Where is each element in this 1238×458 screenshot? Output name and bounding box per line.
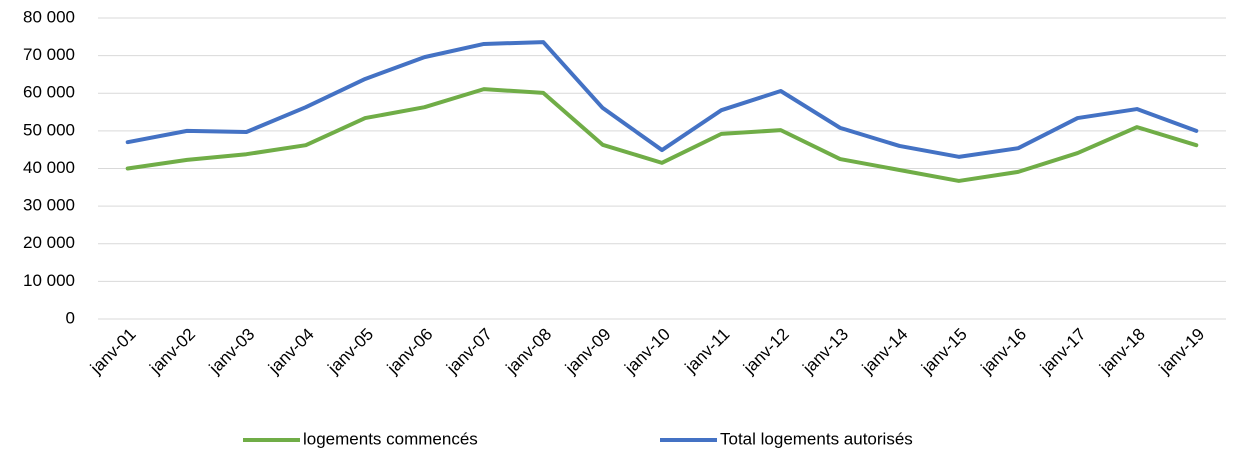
x-tick-label: janv-04 [264,325,318,379]
x-tick-label: janv-14 [858,325,912,379]
x-tick-label: janv-07 [442,325,496,379]
y-tick-label: 80 000 [23,7,75,26]
legend-label: Total logements autorisés [720,429,913,448]
y-tick-label: 20 000 [23,233,75,252]
x-tick-label: janv-03 [205,325,259,379]
y-tick-label: 0 [66,308,75,327]
x-tick-label: janv-18 [1095,325,1149,379]
x-tick-label: janv-08 [502,325,556,379]
x-tick-label: janv-17 [1036,325,1090,379]
x-tick-label: janv-06 [383,325,437,379]
x-tick-label: janv-01 [86,325,140,379]
x-tick-label: janv-12 [739,325,793,379]
x-tick-label: janv-02 [145,325,199,379]
x-tick-label: janv-10 [620,325,674,379]
x-tick-label: janv-05 [324,325,378,379]
x-tick-label: janv-13 [799,325,853,379]
y-tick-label: 30 000 [23,196,75,215]
line-series [125,87,1199,183]
x-tick-label: janv-16 [977,325,1031,379]
x-tick-label: janv-15 [917,325,971,379]
x-tick-label: janv-09 [561,325,615,379]
legend-label: logements commencés [303,429,478,448]
y-tick-label: 40 000 [23,158,75,177]
x-tick-label: janv-19 [1155,325,1209,379]
y-tick-label: 70 000 [23,45,75,64]
x-tick-label: janv-11 [681,325,734,378]
y-tick-label: 10 000 [23,271,75,290]
y-tick-label: 50 000 [23,120,75,139]
line-series [125,40,1199,159]
y-tick-label: 60 000 [23,83,75,102]
